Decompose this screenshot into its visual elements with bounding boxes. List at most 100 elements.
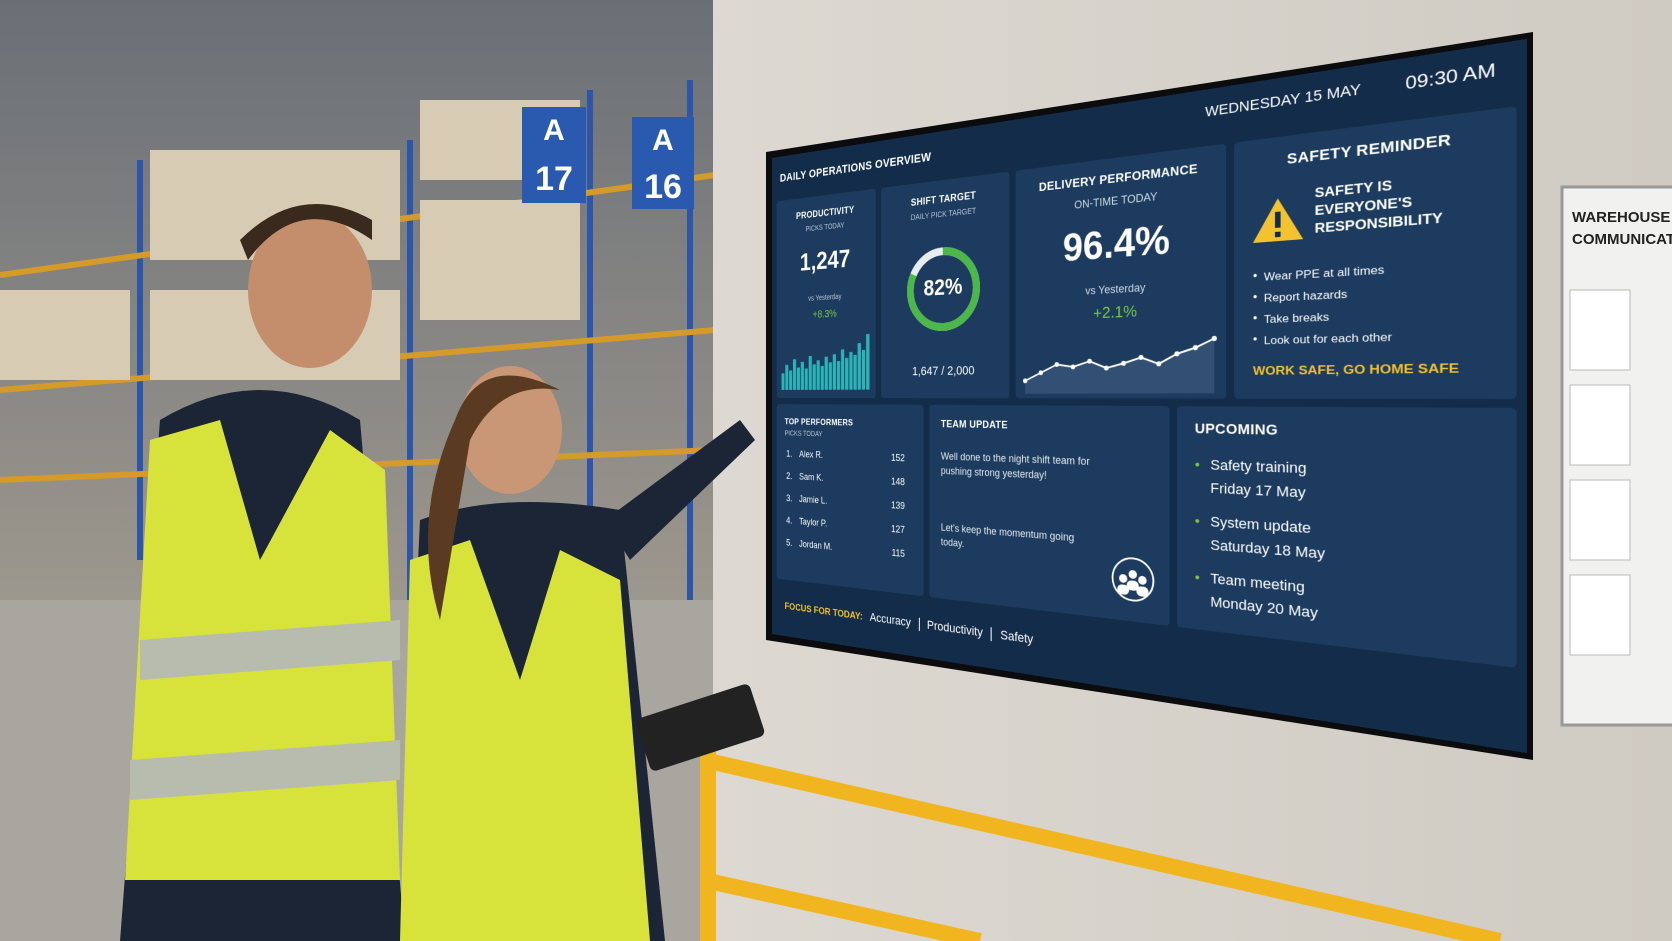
- kpi-value: 1,247: [799, 244, 851, 277]
- picks: 127: [891, 523, 905, 536]
- aisle-sign: A 16: [632, 117, 694, 209]
- trend-point: [1211, 335, 1217, 342]
- change: +8.3%: [812, 308, 837, 322]
- notice-board: WAREHOUSE COMMUNICAT: [1560, 185, 1672, 727]
- aisle-letter: A: [543, 114, 565, 147]
- performer-name: Jordan M.: [799, 538, 833, 552]
- picks: 139: [891, 499, 905, 512]
- focus-item: Accuracy: [869, 611, 920, 631]
- kpi-value: 96.4%: [1062, 216, 1170, 270]
- progress: 1,647 / 2,000: [912, 364, 975, 379]
- picks: 148: [891, 475, 905, 488]
- team-icon: [1109, 553, 1157, 607]
- sparkline: [1020, 326, 1221, 394]
- delivery-card: DELIVERY PERFORMANCE ON-TIME TODAY 96.4% vs…: [1015, 143, 1227, 399]
- card-title: UPCOMING: [1194, 421, 1278, 439]
- event-date: Monday 20 May: [1210, 594, 1318, 623]
- team-update-card: TEAM UPDATE Well done to the night shift …: [929, 404, 1170, 626]
- worker-man: [120, 204, 405, 941]
- sparkline: [781, 333, 870, 390]
- trend-bar: [840, 349, 845, 390]
- warning-icon: [1252, 195, 1304, 244]
- rank: 3.: [786, 492, 793, 504]
- trend-bar: [785, 364, 789, 390]
- icon-head: [1128, 569, 1137, 580]
- focus-label: FOCUS FOR TODAY:: [784, 600, 863, 623]
- change: +2.1%: [1093, 301, 1138, 323]
- comparison-label: vs Yesterday: [808, 293, 842, 303]
- rank: 2.: [786, 470, 793, 482]
- performer-name: Jamie L.: [799, 493, 828, 506]
- trend-bar: [824, 356, 828, 390]
- trend-bar: [781, 373, 785, 390]
- event-name: Team meeting: [1210, 571, 1305, 597]
- guard-rail: [700, 750, 1502, 941]
- event-date: Saturday 18 May: [1210, 537, 1326, 563]
- bullet: •: [1194, 513, 1200, 530]
- trend-bar: [816, 360, 820, 390]
- safety-item: Look out for each other: [1263, 329, 1392, 347]
- trend-bar: [845, 357, 849, 390]
- trend-bar: [820, 365, 824, 390]
- shift-target-card: SHIFT TARGET DAILY PICK TARGET 82% 1,647 / …: [881, 171, 1010, 399]
- safety-card: SAFETY REMINDER SAFETY IS EVERYONE'S RESPON…: [1234, 106, 1517, 399]
- performer-name: Sam K.: [799, 471, 824, 483]
- icon-body: [1136, 585, 1149, 598]
- aisle-number: 17: [535, 160, 573, 198]
- worker-woman: [400, 366, 765, 941]
- aisle-number: 16: [644, 168, 682, 206]
- warning-mark: [1274, 211, 1281, 228]
- focus-item: Safety: [1000, 628, 1034, 648]
- trend-bar: [836, 360, 841, 390]
- performer-name: Alex R.: [799, 448, 823, 461]
- card-title: SAFETY REMINDER: [1286, 132, 1452, 168]
- focus-item: Productivity: [926, 618, 993, 642]
- bullet: •: [1252, 311, 1258, 325]
- trend-bar: [792, 359, 797, 390]
- update-text: Let's keep the momentum going today.: [940, 521, 1075, 550]
- trend-bar: [857, 343, 861, 390]
- trend-bar: [828, 362, 832, 390]
- trend-bar: [808, 355, 812, 390]
- trend-bar: [866, 333, 870, 390]
- trend-bar: [804, 368, 808, 390]
- event-name: Safety training: [1210, 457, 1307, 478]
- board-title: WAREHOUSE: [1572, 209, 1670, 226]
- update-text: Well done to the night shift team for pu…: [940, 450, 1090, 482]
- board-title: COMMUNICAT: [1572, 231, 1672, 248]
- safety-item: Take breaks: [1263, 309, 1330, 326]
- trend-bar: [861, 349, 866, 390]
- trend-bar: [812, 364, 816, 390]
- top-performers-card: TOP PERFORMERS PICKS TODAY 1. Alex R. 152 2. S…: [776, 404, 924, 597]
- time: 09:30 AM: [1405, 58, 1496, 94]
- picks: 115: [891, 547, 905, 560]
- icon-head: [1119, 573, 1128, 584]
- dashboard-title: DAILY OPERATIONS OVERVIEW: [779, 150, 932, 185]
- date: WEDNESDAY 15 MAY: [1205, 81, 1361, 121]
- performer-name: Taylor P.: [799, 516, 828, 529]
- upcoming-card: UPCOMING • Safety training Friday 17 May • Sy…: [1177, 406, 1517, 668]
- trend-bar: [853, 354, 857, 390]
- trend-bar: [796, 367, 800, 390]
- rank: 5.: [786, 537, 793, 549]
- safety-item: Wear PPE at all times: [1263, 262, 1385, 284]
- aisle-sign: A 17: [522, 107, 586, 203]
- aisle-letter: A: [652, 124, 674, 157]
- dashboard: DAILY OPERATIONS OVERVIEW WEDNESDAY 15 MA…: [772, 38, 1528, 754]
- rank: 1.: [786, 448, 793, 459]
- bullet: •: [1194, 570, 1200, 586]
- event-name: System update: [1210, 514, 1311, 538]
- comparison-label: vs Yesterday: [1085, 281, 1146, 297]
- trend-point: [1023, 378, 1028, 384]
- trend-bar: [789, 370, 793, 390]
- event-date: Friday 17 May: [1210, 481, 1306, 502]
- icon-head: [1138, 575, 1147, 586]
- trend-bar: [849, 352, 853, 390]
- icon-ring: [1113, 557, 1154, 603]
- bullet: •: [1194, 457, 1200, 474]
- safety-item: Report hazards: [1263, 286, 1348, 305]
- card-title: TEAM UPDATE: [940, 418, 1008, 431]
- rank: 4.: [786, 515, 793, 526]
- bullet: •: [1252, 332, 1258, 346]
